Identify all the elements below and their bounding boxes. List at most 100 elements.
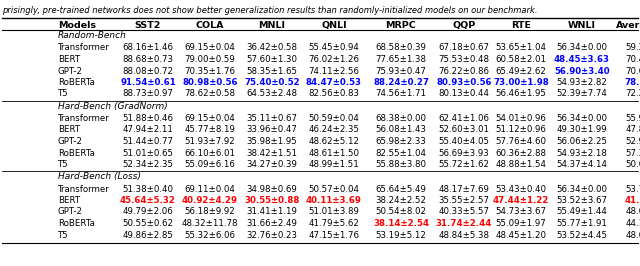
Text: BERT: BERT (58, 55, 80, 64)
Text: 54.93±2.82: 54.93±2.82 (557, 78, 607, 87)
Text: Transformer: Transformer (58, 114, 109, 123)
Text: 55.09±6.16: 55.09±6.16 (184, 160, 236, 169)
Text: 55.98: 55.98 (626, 114, 640, 123)
Text: 55.72±1.62: 55.72±1.62 (438, 160, 490, 169)
Text: 84.47±0.53: 84.47±0.53 (306, 78, 362, 87)
Text: 35.55±2.57: 35.55±2.57 (438, 196, 490, 205)
Text: 88.08±0.72: 88.08±0.72 (122, 66, 173, 76)
Text: MRPC: MRPC (386, 21, 417, 30)
Text: 44.13: 44.13 (626, 219, 640, 228)
Text: 48.17±7.69: 48.17±7.69 (438, 185, 490, 193)
Text: 80.13±0.44: 80.13±0.44 (438, 89, 490, 98)
Text: 45.64±5.32: 45.64±5.32 (120, 196, 176, 205)
Text: 40.11±3.69: 40.11±3.69 (306, 196, 362, 205)
Text: 62.41±1.06: 62.41±1.06 (438, 114, 490, 123)
Text: 48.88±1.54: 48.88±1.54 (495, 160, 547, 169)
Text: MNLI: MNLI (259, 21, 285, 30)
Text: 57.33: 57.33 (626, 148, 640, 157)
Text: 54.73±3.67: 54.73±3.67 (495, 207, 547, 217)
Text: 53.65±1.04: 53.65±1.04 (495, 44, 547, 52)
Text: 56.46±1.95: 56.46±1.95 (495, 89, 547, 98)
Text: 79.00±0.59: 79.00±0.59 (184, 55, 236, 64)
Text: 53.70: 53.70 (626, 185, 640, 193)
Text: 69.15±0.04: 69.15±0.04 (184, 114, 236, 123)
Text: Random-Bench: Random-Bench (58, 31, 127, 40)
Text: T5: T5 (58, 89, 68, 98)
Text: 53.52±3.67: 53.52±3.67 (557, 196, 607, 205)
Text: 82.56±0.83: 82.56±0.83 (308, 89, 360, 98)
Text: 68.38±0.00: 68.38±0.00 (376, 114, 426, 123)
Text: 52.34±2.35: 52.34±2.35 (122, 160, 173, 169)
Text: RoBERTa: RoBERTa (58, 148, 95, 157)
Text: 47.44±1.22: 47.44±1.22 (493, 196, 549, 205)
Text: 65.64±5.49: 65.64±5.49 (376, 185, 426, 193)
Text: 64.53±2.48: 64.53±2.48 (246, 89, 298, 98)
Text: Hard-Bench (Loss): Hard-Bench (Loss) (58, 172, 141, 181)
Text: 51.38±0.40: 51.38±0.40 (122, 185, 173, 193)
Text: 40.92±4.29: 40.92±4.29 (182, 196, 238, 205)
Text: 34.98±0.69: 34.98±0.69 (246, 185, 298, 193)
Text: 55.45±0.94: 55.45±0.94 (308, 44, 360, 52)
Text: 75.40±0.52: 75.40±0.52 (244, 78, 300, 87)
Text: 72.25: 72.25 (626, 89, 640, 98)
Text: 31.66±2.49: 31.66±2.49 (246, 219, 298, 228)
Text: 53.19±5.12: 53.19±5.12 (376, 231, 426, 239)
Text: 60.36±2.88: 60.36±2.88 (495, 148, 547, 157)
Text: Transformer: Transformer (58, 185, 109, 193)
Text: prisingly, pre-trained networks does not show better generalization results than: prisingly, pre-trained networks does not… (2, 6, 538, 15)
Text: RoBERTa: RoBERTa (58, 78, 95, 87)
Text: 70.44: 70.44 (626, 55, 640, 64)
Text: Transformer: Transformer (58, 44, 109, 52)
Text: 31.41±1.19: 31.41±1.19 (246, 207, 298, 217)
Text: 36.42±0.58: 36.42±0.58 (246, 44, 298, 52)
Text: 48.84±5.38: 48.84±5.38 (438, 231, 490, 239)
Text: 31.74±2.44: 31.74±2.44 (436, 219, 492, 228)
Text: 82.55±1.04: 82.55±1.04 (376, 148, 426, 157)
Text: GPT-2: GPT-2 (58, 66, 83, 76)
Text: 34.27±0.39: 34.27±0.39 (246, 160, 298, 169)
Text: 55.77±1.91: 55.77±1.91 (557, 219, 607, 228)
Text: 49.30±1.99: 49.30±1.99 (557, 126, 607, 135)
Text: 68.16±1.46: 68.16±1.46 (122, 44, 173, 52)
Text: 51.93±7.92: 51.93±7.92 (184, 137, 236, 146)
Text: 32.76±0.23: 32.76±0.23 (246, 231, 298, 239)
Text: 67.18±0.67: 67.18±0.67 (438, 44, 490, 52)
Text: BERT: BERT (58, 196, 80, 205)
Text: 56.34±0.00: 56.34±0.00 (557, 44, 607, 52)
Text: RoBERTa: RoBERTa (58, 219, 95, 228)
Text: 56.08±1.43: 56.08±1.43 (376, 126, 426, 135)
Text: 38.14±2.54: 38.14±2.54 (373, 219, 429, 228)
Text: 65.49±2.62: 65.49±2.62 (495, 66, 547, 76)
Text: 51.01±3.89: 51.01±3.89 (308, 207, 360, 217)
Text: 50.57±0.04: 50.57±0.04 (308, 185, 360, 193)
Text: 56.18±9.92: 56.18±9.92 (184, 207, 236, 217)
Text: 56.69±3.93: 56.69±3.93 (438, 148, 490, 157)
Text: Average: Average (616, 21, 640, 30)
Text: 70.35±1.76: 70.35±1.76 (184, 66, 236, 76)
Text: 58.35±1.65: 58.35±1.65 (246, 66, 298, 76)
Text: 41.50: 41.50 (625, 196, 640, 205)
Text: 56.34±0.00: 56.34±0.00 (557, 114, 607, 123)
Text: 48.45±1.20: 48.45±1.20 (495, 231, 547, 239)
Text: 35.11±0.67: 35.11±0.67 (246, 114, 298, 123)
Text: 48.64: 48.64 (626, 231, 640, 239)
Text: 70.68: 70.68 (626, 66, 640, 76)
Text: 48.32±11.78: 48.32±11.78 (182, 219, 238, 228)
Text: GPT-2: GPT-2 (58, 137, 83, 146)
Text: 76.02±1.26: 76.02±1.26 (308, 55, 360, 64)
Text: T5: T5 (58, 231, 68, 239)
Text: 66.10±6.01: 66.10±6.01 (184, 148, 236, 157)
Text: 55.09±1.97: 55.09±1.97 (495, 219, 547, 228)
Text: 57.76±4.60: 57.76±4.60 (495, 137, 547, 146)
Text: 49.86±2.85: 49.86±2.85 (123, 231, 173, 239)
Text: QQP: QQP (452, 21, 476, 30)
Text: 78.62±0.58: 78.62±0.58 (184, 89, 236, 98)
Text: 74.56±1.71: 74.56±1.71 (376, 89, 426, 98)
Text: 52.90: 52.90 (626, 137, 640, 146)
Text: 69.15±0.04: 69.15±0.04 (184, 44, 236, 52)
Text: 40.33±5.57: 40.33±5.57 (438, 207, 490, 217)
Text: 33.96±0.47: 33.96±0.47 (246, 126, 298, 135)
Text: 52.60±3.01: 52.60±3.01 (438, 126, 490, 135)
Text: 65.98±2.33: 65.98±2.33 (376, 137, 426, 146)
Text: 47.88: 47.88 (626, 126, 640, 135)
